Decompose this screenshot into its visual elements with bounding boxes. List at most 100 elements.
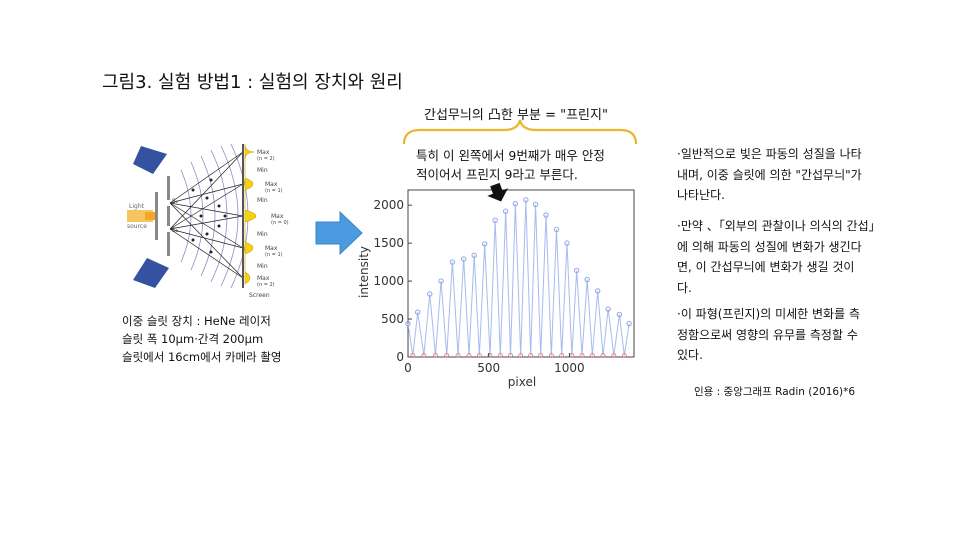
band-label: Min bbox=[257, 167, 268, 174]
peak-point bbox=[605, 306, 611, 312]
text-line: 다. bbox=[677, 280, 692, 295]
x-axis-label: pixel bbox=[508, 375, 536, 389]
note-line: 이중 슬릿 장치 : HeNe 레이저 bbox=[122, 314, 271, 328]
peak-point bbox=[584, 276, 590, 283]
y-tick-label: 0 bbox=[396, 350, 404, 364]
text-line: 면, 이 간섭무늬에 변화가 생길 것이 bbox=[677, 260, 855, 274]
light-label: source bbox=[127, 223, 147, 230]
peak-point bbox=[626, 320, 632, 327]
peak-point bbox=[553, 226, 560, 233]
band-label: Max bbox=[271, 213, 284, 220]
trough-point bbox=[476, 353, 482, 358]
text-line: 정함으로써 영향의 유무를 측정할 수 bbox=[677, 327, 858, 342]
text-line: ·만약 、「외부의 관찰이나 의식의 간섭」 bbox=[677, 219, 881, 233]
peak-point bbox=[502, 208, 509, 214]
x-tick-label: 500 bbox=[477, 361, 500, 375]
trough-point bbox=[433, 353, 438, 358]
peak-point bbox=[532, 201, 539, 208]
double-slit-diagram: Light source S₁ S₂ Max (n = 2) Min Max (… bbox=[127, 143, 289, 299]
peak-point bbox=[523, 197, 529, 203]
text-line: 에 의해 파동의 성질에 변화가 생긴다 bbox=[677, 239, 862, 254]
y-tick-label: 1500 bbox=[373, 236, 404, 250]
trough-point bbox=[548, 353, 554, 358]
band-label: Max bbox=[257, 149, 270, 156]
text-line: 나타난다. bbox=[677, 188, 725, 202]
peak-point bbox=[543, 212, 549, 218]
apparatus-notes: 이중 슬릿 장치 : HeNe 레이저 슬릿 폭 10μm·간격 200μm 슬… bbox=[122, 312, 282, 366]
trough-point bbox=[487, 353, 493, 358]
peak-point bbox=[512, 200, 519, 207]
band-label: Min bbox=[257, 263, 268, 270]
intensity-line bbox=[407, 199, 630, 356]
trough-point bbox=[455, 353, 461, 358]
x-tick-label: 0 bbox=[404, 361, 412, 375]
band-label: (n = 2) bbox=[257, 156, 275, 162]
note-line: 슬릿 폭 10μm·간격 200μm bbox=[122, 332, 264, 346]
y-tick-label: 500 bbox=[381, 312, 404, 326]
right-arrow-icon bbox=[315, 210, 363, 256]
band-label: Max bbox=[265, 245, 278, 252]
plot-border bbox=[407, 189, 635, 358]
peak-point bbox=[492, 217, 498, 224]
trough-point bbox=[497, 353, 503, 358]
peak-point bbox=[405, 320, 411, 327]
plot-ticks: 0 500 1000 1500 2000 0 500 1000 bbox=[373, 198, 584, 375]
peak-point bbox=[427, 291, 433, 297]
peak-point bbox=[573, 267, 580, 274]
citation: 인용 : 중앙그래프 Radin (2016)*6 bbox=[694, 386, 856, 398]
explanation-paragraph-3: ·이 파형(프린지)의 미세한 변화를 측 정함으로써 영향의 유무를 측정할 … bbox=[677, 304, 892, 366]
band-label: Max bbox=[257, 275, 270, 282]
trough-point bbox=[421, 353, 427, 358]
y-axis-label: intensity bbox=[357, 246, 371, 298]
note-line: 슬릿에서 16cm에서 카메라 촬영 bbox=[122, 350, 282, 364]
trough-point bbox=[559, 353, 565, 358]
peak-point bbox=[438, 278, 444, 284]
trough-point bbox=[444, 353, 450, 358]
band-label: (n = 0) bbox=[271, 220, 289, 226]
peak-point bbox=[594, 288, 601, 294]
peak-point bbox=[564, 240, 570, 246]
trough-point bbox=[466, 353, 472, 358]
text-line: 있다. bbox=[677, 348, 703, 362]
trough-point bbox=[579, 353, 585, 358]
trough-point bbox=[600, 353, 606, 358]
trough-point bbox=[528, 353, 534, 358]
y-tick-label: 2000 bbox=[373, 198, 404, 212]
brace-label: 간섭무늬의 凸한 부분 = "프린지" bbox=[424, 108, 608, 123]
peak-point bbox=[460, 256, 467, 262]
trough-point bbox=[518, 353, 524, 358]
peak-point bbox=[616, 311, 623, 318]
band-label: (n = 1) bbox=[265, 252, 283, 258]
trough-point bbox=[621, 353, 627, 358]
peak-point bbox=[414, 309, 421, 315]
callout-line: 적이어서 프린지 9라고 부른다. bbox=[416, 167, 578, 182]
band-label: (n = 1) bbox=[265, 188, 283, 194]
callout-text: 특히 이 왼쪽에서 9번째가 매우 안정 적이어서 프린지 9라고 부른다. bbox=[416, 146, 646, 184]
deflector-bottom bbox=[133, 258, 169, 288]
intensity-chart: 0 500 1000 1500 2000 0 500 1000 pixel intensity bbox=[357, 182, 635, 389]
band-label: Min bbox=[257, 231, 268, 238]
callout-line: 특히 이 왼쪽에서 9번째가 매우 안정 bbox=[416, 148, 605, 163]
trough-point bbox=[611, 353, 617, 358]
text-line: ·이 파형(프린지)의 미세한 변화를 측 bbox=[677, 307, 860, 321]
band-label: Min bbox=[257, 197, 268, 204]
slide-title: 그림3. 실험 방법1 : 실험의 장치와 원리 bbox=[102, 72, 403, 93]
screen-label: Screen bbox=[249, 292, 270, 299]
fringe-curve bbox=[244, 143, 257, 285]
band-label: (n = 2) bbox=[257, 282, 275, 288]
explanation-paragraph-2: ·만약 、「외부의 관찰이나 의식의 간섭」 에 의해 파동의 성질에 변화가 … bbox=[677, 216, 892, 298]
x-tick-label: 1000 bbox=[554, 361, 585, 375]
fringe-9-pointer-icon bbox=[487, 182, 508, 202]
trough-point bbox=[508, 353, 513, 358]
plot-frame bbox=[407, 189, 635, 358]
trough-point bbox=[410, 353, 416, 358]
plot-series bbox=[405, 197, 632, 358]
trough-point bbox=[589, 353, 595, 358]
text-line: ·일반적으로 빛은 파동의 성질을 나타 bbox=[677, 147, 862, 161]
band-label: Max bbox=[265, 181, 278, 188]
peak-point bbox=[471, 252, 477, 258]
y-tick-label: 1000 bbox=[373, 274, 404, 288]
deflector-top bbox=[133, 146, 167, 174]
text-line: 내며, 이중 슬릿에 의한 "간섭무늬"가 bbox=[677, 167, 862, 182]
brace-shape bbox=[402, 119, 638, 145]
